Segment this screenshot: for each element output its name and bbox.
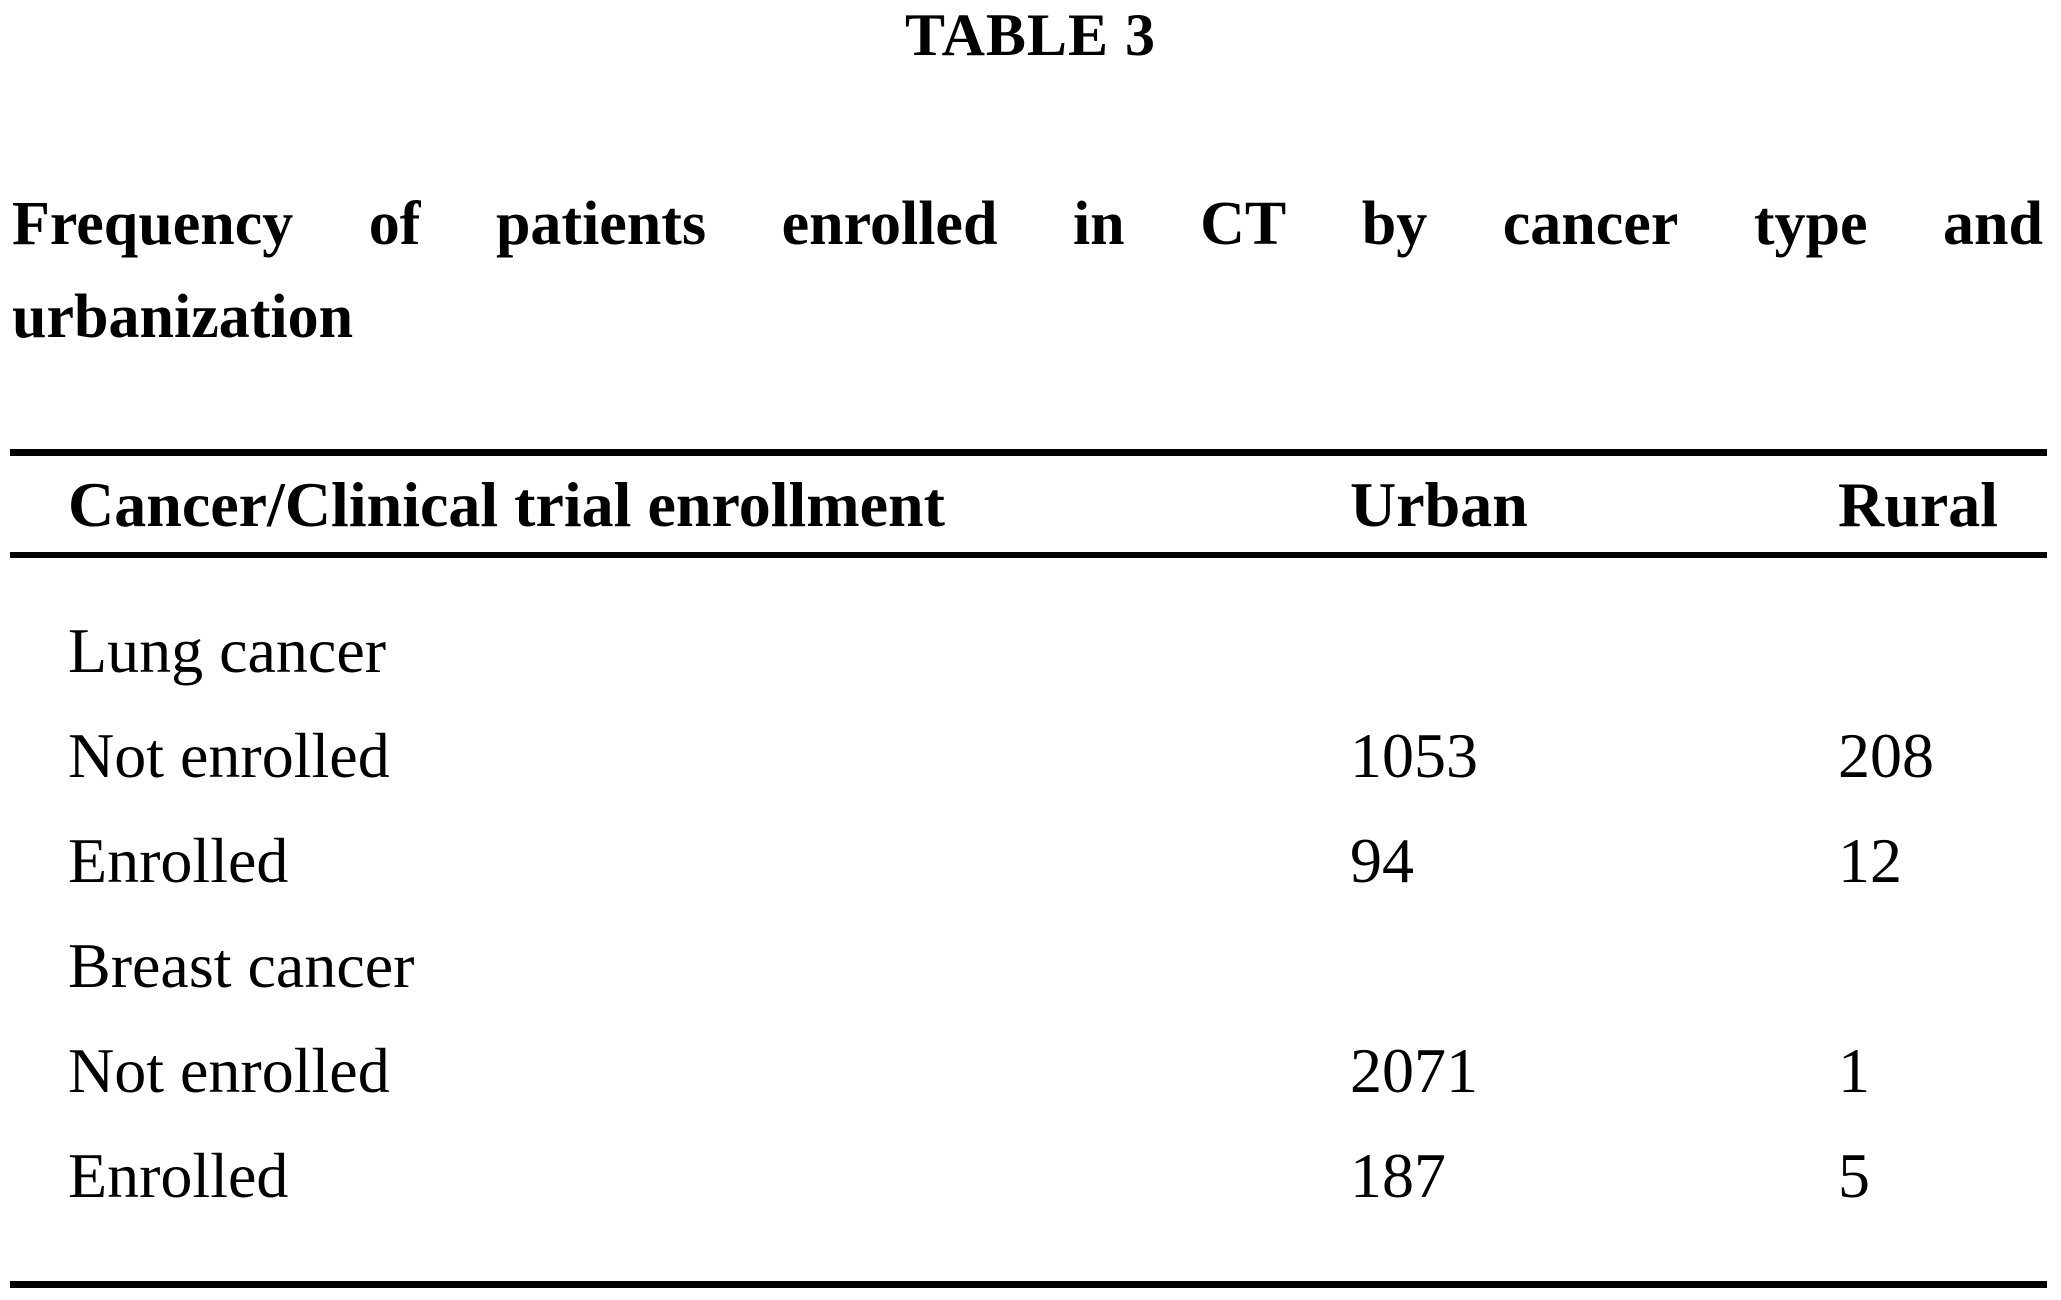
caption-word: and bbox=[1943, 190, 2043, 258]
cell-rural: 1 bbox=[1838, 1034, 1870, 1106]
table-body: Lung cancer Not enrolled 1053 208 Enroll… bbox=[0, 598, 2061, 1228]
caption-word: by bbox=[1361, 190, 1428, 258]
table-row: Lung cancer bbox=[0, 598, 2061, 703]
cell-rural: 5 bbox=[1838, 1139, 1870, 1211]
cell-rural: 12 bbox=[1838, 824, 1902, 896]
row-label: Enrolled bbox=[68, 824, 289, 896]
row-label: Breast cancer bbox=[68, 929, 415, 1001]
table-row: Enrolled 187 5 bbox=[0, 1123, 2061, 1228]
caption-word: patients bbox=[495, 190, 707, 258]
cell-urban: 187 bbox=[1350, 1139, 1446, 1211]
row-label: Not enrolled bbox=[68, 1034, 390, 1106]
caption-word: Frequency bbox=[12, 190, 294, 258]
table-row: Enrolled 94 12 bbox=[0, 808, 2061, 913]
column-header-enrollment: Cancer/Clinical trial enrollment bbox=[68, 469, 945, 540]
caption-word: cancer bbox=[1502, 190, 1679, 258]
caption-word: in bbox=[1072, 190, 1125, 258]
caption-word: enrolled bbox=[781, 190, 998, 258]
row-label: Enrolled bbox=[68, 1139, 289, 1211]
caption-word: type bbox=[1753, 190, 1868, 258]
column-header-urban: Urban bbox=[1350, 469, 1528, 540]
table-row: Not enrolled 2071 1 bbox=[0, 1018, 2061, 1123]
table-number-heading: TABLE 3 bbox=[905, 2, 1156, 68]
table-caption-line1: Frequency of patients enrolled in CT by cancer t… bbox=[12, 178, 2043, 271]
cell-urban: 2071 bbox=[1350, 1034, 1478, 1106]
table-caption: Frequency of patients enrolled in CT by cancer t… bbox=[12, 178, 2043, 364]
caption-word: CT bbox=[1200, 190, 1287, 258]
cell-rural: 208 bbox=[1838, 719, 1934, 791]
table-row: Breast cancer bbox=[0, 913, 2061, 1018]
caption-word: of bbox=[368, 190, 421, 258]
table-rule-header-bottom bbox=[10, 552, 2047, 558]
table-header-row: Cancer/Clinical trial enrollment Urban R… bbox=[0, 460, 2061, 550]
row-label: Not enrolled bbox=[68, 719, 390, 791]
column-header-rural: Rural bbox=[1838, 469, 1998, 540]
row-label: Lung cancer bbox=[68, 614, 387, 686]
table-caption-line2: urbanization bbox=[12, 283, 354, 351]
table-row: Not enrolled 1053 208 bbox=[0, 703, 2061, 808]
table-rule-bottom bbox=[10, 1281, 2047, 1288]
table-rule-top bbox=[10, 449, 2047, 456]
cell-urban: 94 bbox=[1350, 824, 1414, 896]
cell-urban: 1053 bbox=[1350, 719, 1478, 791]
